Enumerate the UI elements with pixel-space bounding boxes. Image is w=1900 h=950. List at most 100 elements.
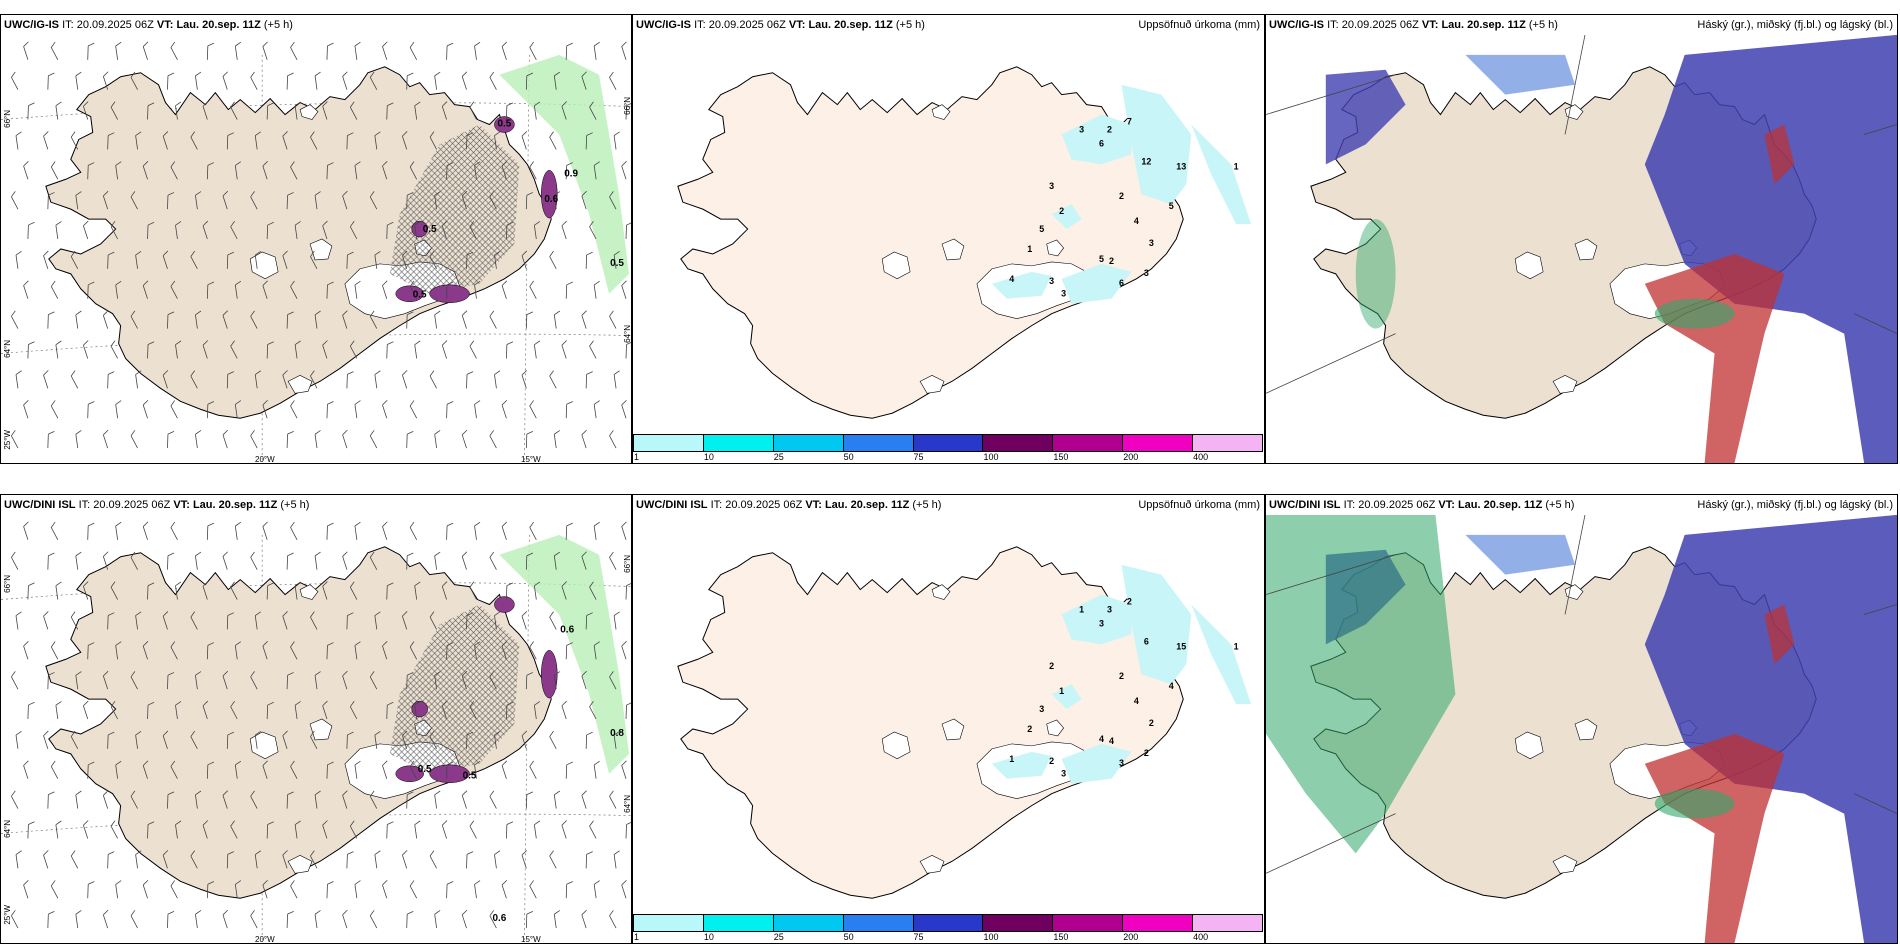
precip-value-label: 6 <box>1119 278 1124 288</box>
colorbar-swatch <box>1192 434 1264 452</box>
high-cloud-shading <box>1355 219 1735 329</box>
colorbar-swatch <box>1192 914 1264 932</box>
wind-value-label: 0.5 <box>610 258 624 269</box>
wind-value-label: 0.6 <box>492 913 506 924</box>
precip-value-label: 3 <box>1039 704 1044 714</box>
wind-value-label: 0.6 <box>560 624 574 635</box>
colorbar-swatch <box>1122 434 1194 452</box>
wind-value-label: 0.9 <box>564 168 578 179</box>
colorbar-swatch <box>912 914 984 932</box>
cloud-map <box>1266 495 1897 943</box>
colorbar-label: 400 <box>1193 452 1209 462</box>
lat-label-64: 64°N <box>3 820 12 838</box>
wind-value-label: 0.5 <box>463 771 477 782</box>
lat-label-64-right: 64°N <box>623 795 632 813</box>
colorbar-swatch <box>633 914 704 932</box>
colorbar-swatch <box>912 434 984 452</box>
colorbar-swatch <box>702 434 774 452</box>
panel-cloud-bottom: UWC/DINI ISL IT: 20.09.2025 06Z VT: Lau.… <box>1265 494 1898 944</box>
precip-value-label: 2 <box>1119 671 1124 681</box>
precip-value-label: 5 <box>1039 224 1044 234</box>
precip-title: Uppsöfnuð úrkoma (mm) <box>1138 19 1260 31</box>
wind-map: 0.8 0.6 0.6 0.5 0.5 <box>1 521 631 943</box>
precip-value-label: 13 <box>1176 161 1186 171</box>
wind-shade-light <box>499 54 630 294</box>
lat-label-66: 66°N <box>3 575 12 593</box>
precip-value-label: 2 <box>1119 191 1124 201</box>
lon-label-15: 15°W <box>521 455 541 464</box>
precip-value-label: 2 <box>1127 597 1132 607</box>
colorbar-label: 10 <box>703 452 714 462</box>
precip-value-label: 12 <box>1141 156 1151 166</box>
wind-value-label: 0.5 <box>413 290 427 301</box>
colorbar-label: 400 <box>1193 932 1209 942</box>
colorbar-swatch <box>982 914 1054 932</box>
precip-value-label: 15 <box>1176 641 1186 651</box>
lon-label-25: 25°W <box>3 430 12 450</box>
precip-value-label: 2 <box>1109 256 1114 266</box>
precip-value-label: 3 <box>1049 276 1054 286</box>
precip-colorbar <box>633 434 1264 452</box>
wind-shade-light <box>499 534 630 774</box>
wind-map: 0.5 0.5 0.9 0.5 0.6 0.5 <box>1 41 631 463</box>
panel-cloud-top: UWC/IG-IS IT: 20.09.2025 06Z VT: Lau. 20… <box>1265 14 1898 464</box>
low-cloud-shading <box>1644 604 1795 943</box>
panel-wind-top: UWC/IG-IS IT: 20.09.2025 06Z VT: Lau. 20… <box>0 14 632 464</box>
wind-value-labels: 0.5 0.5 0.9 0.5 0.6 0.5 <box>413 119 625 301</box>
precip-value-label: 4 <box>1099 734 1104 744</box>
wind-value-label: 0.5 <box>497 119 511 130</box>
precip-shading <box>991 84 1252 304</box>
panel-header: UWC/IG-IS IT: 20.09.2025 06Z VT: Lau. 20… <box>1 15 631 35</box>
precip-title: Uppsöfnuð úrkoma (mm) <box>1138 499 1260 511</box>
precip-value-label: 6 <box>1144 636 1149 646</box>
lat-label-66-right: 66°N <box>623 555 632 573</box>
colorbar-swatch <box>1122 914 1194 932</box>
precip-value-label: 3 <box>1049 181 1054 191</box>
colorbar-swatch <box>1052 914 1124 932</box>
panel-header: UWC/DINI ISL IT: 20.09.2025 06Z VT: Lau.… <box>1266 495 1897 515</box>
precip-value-label: 3 <box>1079 124 1084 134</box>
precip-value-label: 4 <box>1109 736 1114 746</box>
colorbar-label: 100 <box>983 932 999 942</box>
precip-value-label: 2 <box>1049 661 1054 671</box>
precip-value-label: 2 <box>1049 756 1054 766</box>
colorbar-label: 50 <box>843 452 854 462</box>
precip-value-label: 5 <box>1099 254 1104 264</box>
wind-barbs <box>11 521 631 929</box>
precip-value-label: 3 <box>1119 758 1124 768</box>
precip-value-label: 1 <box>1009 754 1014 764</box>
wind-shade-purple <box>395 116 558 303</box>
colorbar-label: 200 <box>1123 452 1139 462</box>
colorbar-label: 50 <box>843 932 854 942</box>
colorbar-label: 200 <box>1123 932 1139 942</box>
panel-header: UWC/IG-IS IT: 20.09.2025 06Z VT: Lau. 20… <box>1266 15 1897 35</box>
precip-value-label: 3 <box>1149 238 1154 248</box>
high-cloud-shading <box>1266 514 1735 854</box>
colorbar-label: 150 <box>1053 932 1069 942</box>
precip-value-label: 4 <box>1134 216 1139 226</box>
precip-value-label: 1 <box>1079 604 1084 614</box>
precip-colorbar-labels: 1 10 25 50 75 100 150 200 400 <box>634 932 1263 943</box>
precip-value-label: 2 <box>1059 206 1064 216</box>
wind-value-label: 0.8 <box>610 728 624 739</box>
colorbar-swatch <box>633 434 704 452</box>
colorbar-swatch <box>1052 434 1124 452</box>
boundary-lines <box>1266 514 1897 874</box>
precip-value-label: 3 <box>1107 604 1112 614</box>
colorbar-swatch <box>772 914 844 932</box>
panel-header: UWC/DINI ISL IT: 20.09.2025 06Z VT: Lau.… <box>633 495 1264 515</box>
panel-precip-bottom: UWC/DINI ISL IT: 20.09.2025 06Z VT: Lau.… <box>632 494 1265 944</box>
mid-cloud-shading <box>1325 34 1897 463</box>
precip-value-label: 7 <box>1127 117 1132 127</box>
cloud-title: Háský (gr.), miðský (fj.bl.) og lágský (… <box>1697 499 1893 511</box>
panel-header: UWC/IG-IS IT: 20.09.2025 06Z VT: Lau. 20… <box>633 15 1264 35</box>
colorbar-label: 25 <box>773 932 784 942</box>
colorbar-swatch <box>702 914 774 932</box>
wind-value-label: 0.5 <box>423 224 437 235</box>
precip-value-label: 3 <box>1061 289 1066 299</box>
precip-shading <box>991 564 1252 784</box>
precip-value-label: 4 <box>1134 696 1139 706</box>
cloud-map <box>1266 15 1897 463</box>
